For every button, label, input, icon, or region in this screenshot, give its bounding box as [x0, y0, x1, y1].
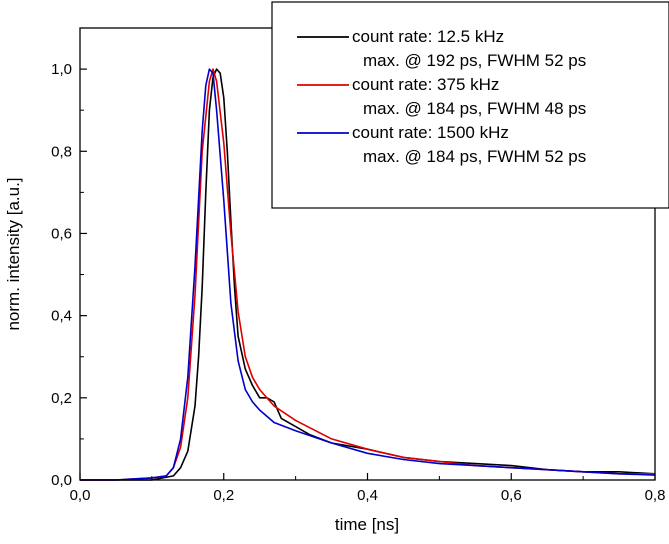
y-tick-label: 0,0 — [51, 472, 72, 489]
legend-entry-3: count rate: 1500 kHz — [352, 123, 509, 142]
tick-layer: 0,0 0,2 0,4 0,6 0,8 0,0 0,2 0,4 0,6 0,8 1,0 — [51, 27, 666, 504]
legend-entry-1: count rate: 12.5 kHz — [352, 27, 504, 46]
x-tick-label: 0,8 — [645, 487, 666, 504]
series-layer — [80, 68, 656, 481]
legend-detail-1: max. @ 192 ps, FWHM 52 ps — [363, 51, 586, 70]
x-tick-label: 0,0 — [70, 487, 91, 504]
legend-items: count rate: 12.5 kHz max. @ 192 ps, FWHM … — [297, 27, 586, 166]
x-tick-label: 0,2 — [213, 487, 234, 504]
x-axis-label: time [ns] — [335, 515, 399, 534]
y-tick-label: 1,0 — [51, 61, 72, 78]
y-axis-label: norm. intensity [a.u.] — [4, 177, 23, 330]
y-tick-label: 0,6 — [51, 225, 72, 242]
legend: count rate: 12.5 kHz max. @ 192 ps, FWHM … — [271, 1, 669, 209]
legend-detail-3: max. @ 184 ps, FWHM 52 ps — [363, 147, 586, 166]
x-tick-label: 0,4 — [357, 487, 378, 504]
x-tick-label: 0,6 — [501, 487, 522, 504]
legend-detail-2: max. @ 184 ps, FWHM 48 ps — [363, 99, 586, 118]
legend-entry-2: count rate: 375 kHz — [352, 75, 499, 94]
y-tick-label: 0,2 — [51, 390, 72, 407]
y-tick-label: 0,8 — [51, 143, 72, 160]
series-line-3 — [80, 68, 656, 481]
y-tick-label: 0,4 — [51, 308, 72, 325]
